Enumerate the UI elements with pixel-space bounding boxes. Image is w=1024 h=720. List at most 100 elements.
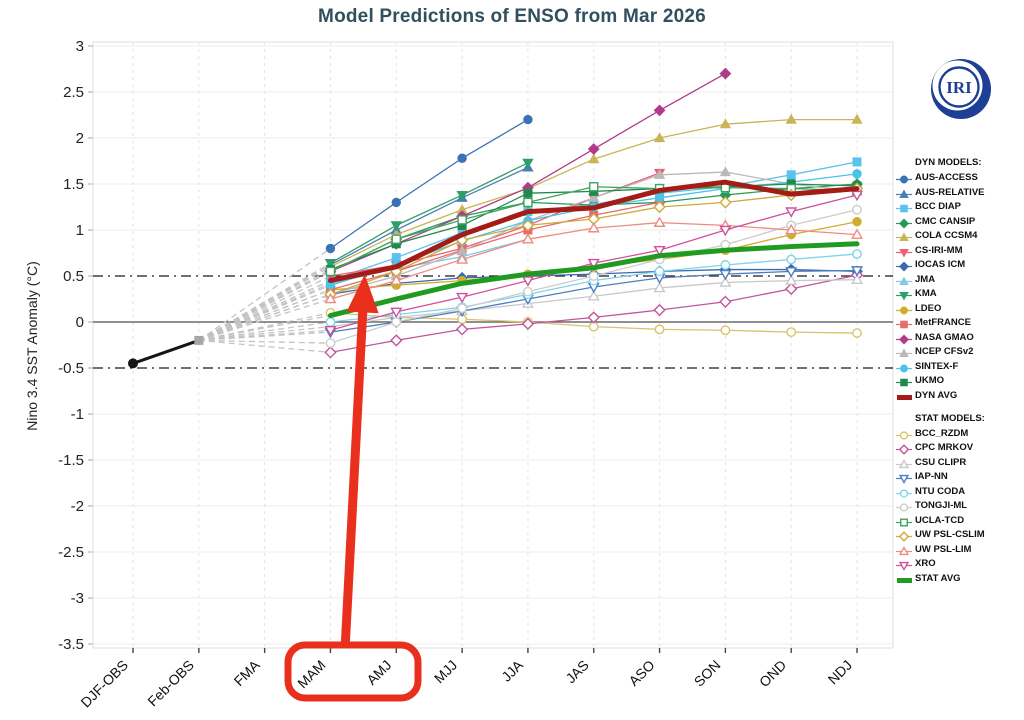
legend-item-bcc-rzdm: BCC_RZDM [896, 426, 1024, 441]
legend-header-stat: STAT MODELS: [915, 412, 985, 424]
iri-logo-inner-ring [938, 66, 980, 108]
y-tick-label: -1 [71, 406, 84, 423]
legend-marker-icon [896, 442, 915, 456]
arrow-head-icon [346, 274, 379, 314]
legend-item-label: CPC MRKOV [915, 442, 974, 454]
legend-item-sintex-f: SINTEX-F [896, 359, 1024, 374]
legend-item-label: IOCAS ICM [915, 259, 966, 271]
legend-marker-icon [896, 486, 915, 498]
legend-item-label: UKMO [915, 375, 945, 387]
legend-item-kma: KMA [896, 287, 1024, 302]
series-line-dyn-avg [327, 179, 860, 284]
legend-marker-icon [896, 259, 915, 272]
fan-line [198, 339, 331, 344]
fan-line [198, 329, 331, 342]
legend-item-label: STAT AVG [915, 572, 961, 584]
chart-title: Model Predictions of ENSO from Mar 2026 [318, 6, 706, 27]
legend-item-label: BCC_RZDM [915, 427, 969, 439]
legend-item-label: XRO [915, 558, 936, 570]
legend-marker-icon [896, 529, 915, 543]
y-tick-label: -2.5 [58, 544, 84, 561]
legend-item-label: SINTEX-F [915, 360, 959, 372]
legend-item-uw-psl-cslim: UW PSL-CSLIM [896, 528, 1024, 543]
legend-item-aus-access: AUS-ACCESS [896, 171, 1024, 186]
legend-item-label: NASA GMAO [915, 331, 974, 343]
fan-line [198, 284, 331, 341]
legend-item-label: MetFRANCE [915, 317, 971, 329]
iri-logo: IRI [922, 52, 998, 126]
legend-item-csu-clipr: CSU CLIPR [896, 455, 1024, 470]
x-tick-label: FMA [231, 656, 264, 689]
y-tick-label: 2 [76, 130, 84, 147]
y-tick-label: 1.5 [63, 176, 84, 193]
legend-marker-icon [896, 515, 915, 527]
fan-line [198, 293, 331, 342]
y-tick-label: -2 [71, 498, 84, 515]
legend-item-label: KMA [915, 288, 937, 300]
x-tick-label: OND [756, 657, 789, 690]
legend-item-label: LDEO [915, 302, 942, 314]
legend-marker-icon [896, 544, 915, 555]
legend-item-label: AUS-ACCESS [915, 172, 978, 184]
legend-item-stat-avg: STAT AVG [896, 571, 1024, 586]
x-tick-label: DJF-OBS [77, 657, 131, 711]
legend-item-nasa-gmao: NASA GMAO [896, 330, 1024, 345]
legend-item-cmc-cansip: CMC CANSIP [896, 214, 1024, 229]
legend-item-tongji-ml: TONGJI-ML [896, 499, 1024, 514]
legend-item-ucla-tcd: UCLA-TCD [896, 513, 1024, 528]
legend-marker-icon [896, 346, 915, 358]
legend-item-aus-relative: AUS-RELATIVE [896, 185, 1024, 200]
legend-item-bcc-diap: BCC DIAP [896, 200, 1024, 215]
legend-marker-icon [896, 245, 915, 258]
annotation-arrow [340, 274, 379, 649]
legend-marker-icon [896, 274, 915, 285]
legend-item-cs-iri-mm: CS-IRI-MM [896, 243, 1024, 258]
legend-marker-icon [896, 471, 915, 485]
iri-logo-text: IRI [946, 78, 972, 97]
series-line-metfrance [329, 201, 661, 291]
legend-marker-icon [896, 573, 915, 584]
fan-line [198, 275, 331, 341]
legend-marker-icon [896, 172, 915, 184]
legend-item-label: CSU CLIPR [915, 456, 967, 468]
legend-marker-icon [896, 500, 915, 512]
fan-line [198, 270, 331, 341]
x-tick-label: Feb-OBS [144, 657, 197, 710]
legend-item-label: DYN AVG [915, 389, 958, 401]
legend-marker-icon [896, 303, 915, 315]
y-tick-label: 1 [76, 222, 84, 239]
legend-item-iap-nn: IAP-NN [896, 470, 1024, 485]
fan-line [198, 339, 331, 354]
legend-item-label: NTU CODA [915, 485, 966, 497]
x-tick-label: JJA [498, 656, 526, 684]
legend-item-label: JMA [915, 273, 936, 285]
legend-item-label: IAP-NN [915, 471, 948, 483]
x-tick-label: NDJ [825, 657, 856, 688]
legend-item-jma: JMA [896, 272, 1024, 287]
y-tick-label: 2.5 [63, 84, 84, 101]
legend-item-label: COLA CCSM4 [915, 230, 978, 242]
legend-item-uw-psl-lim: UW PSL-LIM [896, 542, 1024, 557]
legend-marker-icon [896, 332, 915, 345]
y-tick-label: -3 [71, 590, 84, 607]
legend-marker-icon [896, 558, 915, 572]
y-tick-label: 0.5 [63, 268, 84, 285]
legend-item-label: UCLA-TCD [915, 514, 965, 526]
legend-marker-icon [896, 457, 915, 468]
legend-item-iocas-icm: IOCAS ICM [896, 258, 1024, 273]
annotation-highlight-box [284, 641, 422, 702]
y-tick-label: -3.5 [58, 636, 84, 653]
fan-line [198, 314, 331, 342]
legend-item-label: UW PSL-CSLIM [915, 529, 985, 541]
legend-item-label: UW PSL-LIM [915, 543, 972, 555]
legend-item-ldeo: LDEO [896, 301, 1024, 316]
legend-header-dyn: DYN MODELS: [915, 157, 982, 168]
x-tick-label: JAS [562, 657, 591, 686]
x-tick-label: ASO [625, 657, 657, 689]
legend-marker-icon [896, 375, 915, 387]
fan-line [198, 289, 331, 342]
x-tick-label: MAM [294, 657, 328, 691]
legend-marker-icon [896, 288, 915, 301]
legend-item-label: NCEP CFSv2 [915, 346, 974, 358]
